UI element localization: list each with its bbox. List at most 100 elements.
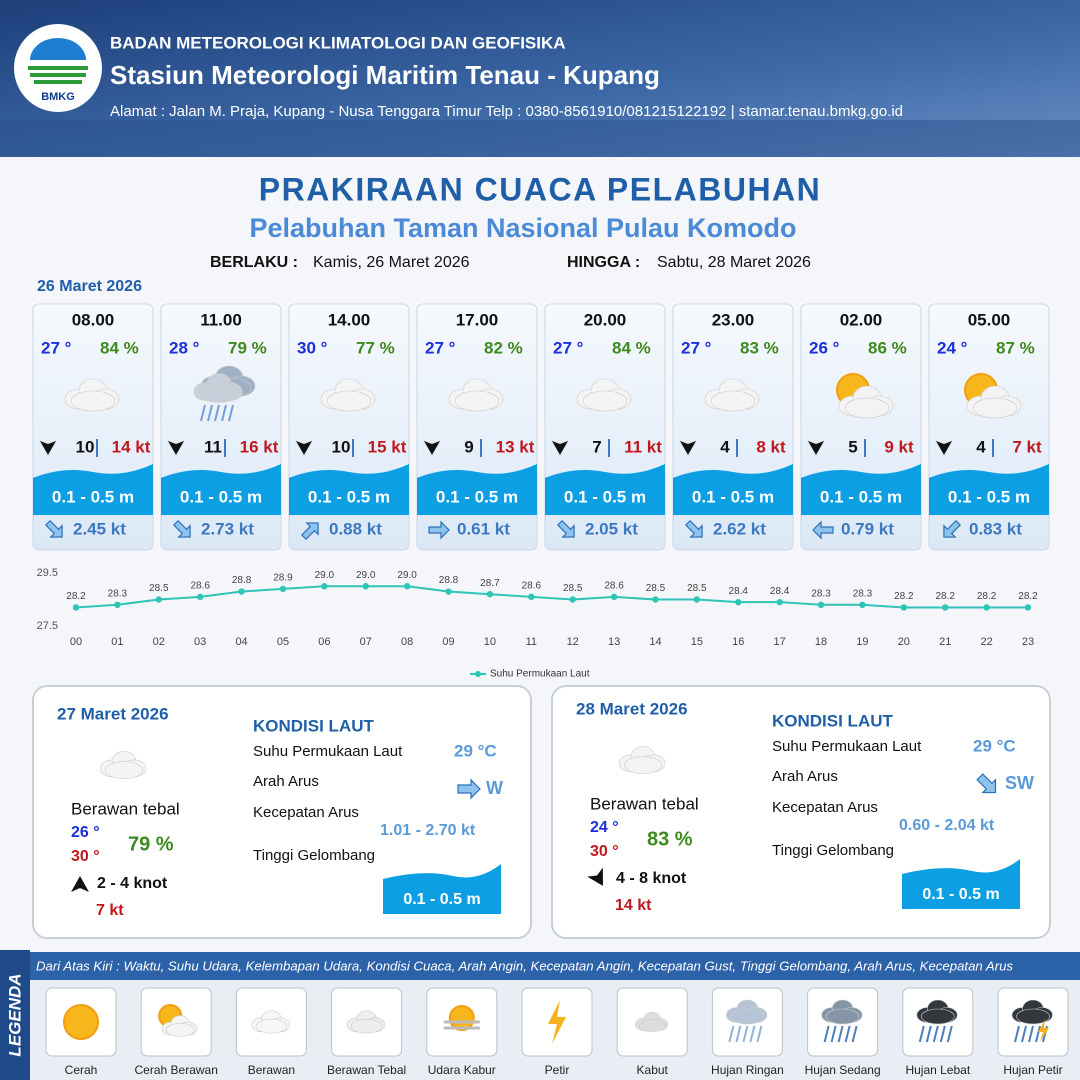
separator: [96, 439, 98, 457]
data-label: 28.5: [687, 583, 707, 594]
x-tick-label: 15: [691, 636, 703, 648]
data-label: 28.2: [66, 591, 86, 602]
wind-direction-icon: [71, 876, 89, 892]
forecast-time: 23.00: [712, 310, 755, 329]
wind-direction-icon: [808, 441, 824, 455]
sst-point: [610, 593, 618, 601]
current-direction: SW: [1005, 773, 1034, 793]
wind-range: 4 - 8 knot: [616, 870, 687, 887]
rain-drop: [946, 1025, 953, 1043]
current-speed: 0.60 - 2.04 kt: [899, 817, 995, 834]
x-tick-label: 04: [235, 636, 247, 648]
weather-icon: [966, 385, 1022, 419]
wave-height: 0.1 - 0.5 m: [922, 886, 999, 903]
data-label: 28.7: [480, 578, 500, 589]
weather-icon: [838, 385, 894, 419]
air-temperature: 26 °: [809, 338, 840, 357]
rain-drop: [939, 1025, 946, 1043]
weather-icon: [193, 373, 243, 403]
current-speed: 0.83 kt: [969, 519, 1022, 538]
current-speed: 2.73 kt: [201, 519, 254, 538]
rain-drop: [742, 1025, 749, 1043]
cloud-part: [825, 1008, 860, 1025]
wave-height: 0.1 - 0.5 m: [308, 487, 390, 506]
sst-point: [403, 583, 411, 590]
rain-drop: [932, 1025, 939, 1043]
temp-min: 24 °: [590, 819, 619, 836]
weather-icon: [635, 1012, 669, 1032]
day-date: 26 Maret 2026: [37, 278, 142, 295]
gust-speed: 9 kt: [884, 437, 914, 456]
wind-range: 2 - 4 knot: [97, 875, 168, 892]
current-direction-icon: [976, 773, 997, 794]
day-date: 28 Maret 2026: [576, 699, 688, 718]
wind-direction-icon: [296, 441, 312, 455]
legend-description: Dari Atas Kiri : Waktu, Suhu Udara, Kele…: [36, 958, 1013, 973]
temp-max: 30 °: [590, 843, 619, 860]
data-label: 28.9: [273, 573, 293, 584]
data-label: 28.6: [522, 580, 542, 591]
data-label: 28.2: [935, 591, 955, 602]
separator: [736, 439, 738, 457]
weather-icon: [1011, 999, 1053, 1025]
legend-item-label: Hujan Petir: [1003, 1063, 1062, 1077]
sst-point: [321, 583, 328, 590]
gust-speed: 11 kt: [624, 437, 662, 456]
sst-line: [75, 585, 1028, 609]
y-tick-label: 29.5: [37, 567, 58, 579]
legend-item-label: Cerah: [65, 1063, 98, 1077]
weather-icon: [448, 378, 504, 412]
arrow: [976, 773, 997, 794]
current-direction-icon: [684, 519, 703, 538]
humidity: 83 %: [647, 828, 693, 850]
legend-item-label: Berawan Tebal: [327, 1063, 406, 1077]
wave-height: 0.1 - 0.5 m: [564, 487, 646, 506]
humidity: 82 %: [484, 338, 523, 357]
x-tick-label: 20: [898, 636, 910, 648]
sst-point: [776, 598, 783, 606]
x-tick-label: 02: [153, 636, 165, 648]
data-label: 28.3: [853, 588, 873, 599]
arrow: [812, 520, 834, 540]
cloud-part: [638, 1019, 666, 1032]
x-tick-label: 16: [732, 636, 744, 648]
sst-point: [859, 601, 866, 608]
legend-item-label: Cerah Berawan: [135, 1063, 218, 1077]
current-direction-icon: [556, 519, 575, 538]
x-tick-label: 07: [360, 636, 372, 648]
current-speed-label: Kecepatan Arus: [772, 799, 878, 816]
data-label: 28.2: [977, 591, 997, 602]
x-tick-label: 13: [608, 636, 620, 648]
wind-speed: 4: [976, 437, 986, 456]
wind-speed: 7: [592, 437, 601, 456]
weather-icon: [99, 751, 147, 779]
rain-drop: [918, 1025, 925, 1043]
current-speed: 0.88 kt: [329, 519, 382, 538]
data-label: 28.6: [190, 580, 210, 591]
forecast-time: 20.00: [584, 310, 627, 329]
gust-speed: 8 kt: [756, 437, 786, 456]
current-speed: 2.45 kt: [73, 519, 126, 538]
agency-name: BADAN METEOROLOGI KLIMATOLOGI DAN GEOFIS…: [110, 33, 566, 52]
gust-speed: 7 kt: [1012, 437, 1042, 456]
wind-speed: 9: [464, 437, 473, 456]
logo-text: BMKG: [41, 91, 75, 103]
sst-point: [362, 583, 369, 590]
wave-band: [801, 464, 921, 515]
separator: [352, 439, 354, 457]
sea-heading: KONDISI LAUT: [253, 716, 375, 735]
forecast-time: 08.00: [72, 310, 115, 329]
wave-label: Tinggi Gelombang: [253, 847, 375, 864]
rain-drop: [728, 1025, 735, 1043]
legend-item-label: Petir: [545, 1063, 570, 1077]
arrow: [44, 519, 63, 538]
wind-speed: 4: [720, 437, 730, 456]
arrow: [172, 519, 191, 538]
legend-strip: [0, 950, 30, 1080]
sst-point: [238, 588, 245, 595]
data-label: 28.5: [149, 583, 169, 594]
current-speed: 2.62 kt: [713, 519, 766, 538]
sst-point: [942, 604, 949, 611]
wave-band: [383, 864, 501, 914]
legend-heading: LEGENDA: [5, 973, 24, 1056]
